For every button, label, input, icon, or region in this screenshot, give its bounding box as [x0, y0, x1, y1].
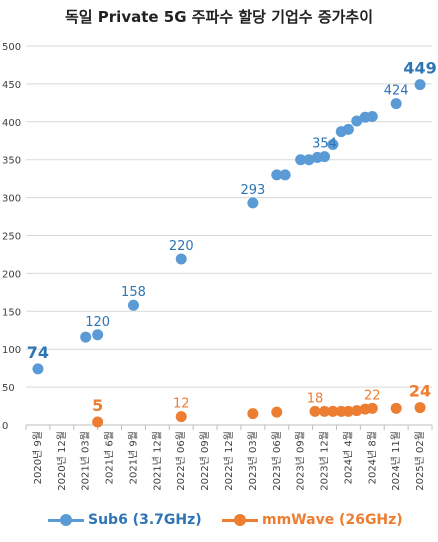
mmwave-data-label: 12: [173, 397, 190, 412]
mmwave-data-label: 22: [364, 388, 381, 403]
sub6-point: [414, 79, 426, 91]
mmwave-data-label: 18: [307, 391, 324, 406]
sub6-data-label: 220: [169, 239, 194, 254]
y-tick-label: 200: [2, 269, 21, 280]
x-tick-label: 2024년 11월: [390, 431, 402, 491]
sub6-data-label: 354: [312, 137, 337, 152]
x-tick-label: 2022년 09월: [199, 431, 211, 491]
mmwave-point: [366, 402, 378, 414]
x-tick-label: 2020년 12월: [56, 431, 68, 491]
sub6-point: [175, 253, 187, 265]
x-tick-label: 2023년 06월: [271, 431, 283, 491]
sub6-data-label: 424: [384, 84, 409, 99]
y-tick-label: 300: [2, 194, 21, 205]
mmwave-point: [342, 405, 354, 417]
x-tick-label: 2024년 4월: [342, 431, 354, 484]
chart-title: 독일 Private 5G 주파수 할당 기업수 증가추이: [64, 8, 374, 26]
legend-marker-sub6: [48, 514, 84, 526]
x-tick-label: 2022년 06월: [175, 431, 187, 491]
x-tick-label: 2021년 6월: [104, 431, 116, 484]
mmwave-data-label: 5: [92, 396, 103, 415]
sub6-point: [279, 169, 291, 181]
mmwave-point: [247, 408, 259, 420]
x-tick-label: 2020년 9월: [32, 431, 44, 484]
y-tick-label: 500: [2, 42, 21, 53]
sub6-point: [127, 299, 139, 311]
sub6-point: [351, 115, 363, 127]
y-tick-label: 100: [2, 345, 21, 356]
x-tick-label: 2021년 03월: [80, 431, 92, 491]
sub6-point: [80, 331, 92, 343]
x-tick-label: 2025년 02월: [414, 431, 426, 491]
legend-item-sub6: Sub6 (3.7GHz): [48, 512, 202, 528]
legend-label-mmwave: mmWave (26GHz): [262, 512, 403, 528]
sub6-data-label: 449: [403, 59, 436, 78]
mmwave-point: [309, 405, 321, 417]
sub6-point: [247, 197, 259, 209]
legend-item-mmwave: mmWave (26GHz): [222, 512, 403, 528]
sub6-point: [271, 169, 283, 181]
x-tick-label: 2023년 12월: [319, 431, 331, 491]
y-tick-label: 0: [2, 421, 8, 432]
sub6-data-label: 293: [240, 183, 265, 198]
y-tick-label: 450: [2, 80, 21, 91]
sub6-point: [390, 98, 402, 110]
mmwave-point: [92, 416, 104, 428]
y-tick-label: 50: [2, 383, 15, 394]
y-tick-label: 350: [2, 156, 21, 167]
sub6-point: [303, 154, 315, 166]
sub6-point: [32, 363, 44, 375]
legend-label-sub6: Sub6 (3.7GHz): [88, 512, 202, 528]
mmwave-point: [351, 405, 363, 417]
sub6-data-label: 158: [121, 285, 146, 300]
y-tick-label: 400: [2, 118, 21, 129]
x-tick-label: 2022년 12월: [223, 431, 235, 491]
x-tick-label: 2021년 12월: [151, 431, 163, 491]
sub6-point: [319, 151, 331, 163]
y-tick-label: 150: [2, 307, 21, 318]
sub6-point: [295, 154, 307, 166]
mmwave-point: [414, 402, 426, 414]
mmwave-point: [319, 405, 331, 417]
sub6-point: [327, 139, 339, 151]
x-tick-label: 2021년 9월: [127, 431, 139, 484]
mmwave-data-label: 24: [409, 382, 431, 401]
sub6-data-label: 120: [85, 315, 110, 330]
sub6-point: [92, 329, 104, 341]
mmwave-point: [271, 406, 283, 418]
sub6-data-label: 74: [27, 343, 49, 362]
x-tick-label: 2024년 8월: [366, 431, 378, 484]
sub6-point: [342, 123, 354, 135]
sub6-point: [366, 110, 378, 122]
y-tick-label: 250: [2, 232, 21, 243]
x-tick-label: 2023년 03월: [247, 431, 259, 491]
mmwave-point: [327, 405, 339, 417]
legend-marker-mmwave: [222, 514, 258, 526]
mmwave-point: [175, 411, 187, 423]
x-tick-label: 2023년 09월: [295, 431, 307, 491]
mmwave-point: [390, 402, 402, 414]
